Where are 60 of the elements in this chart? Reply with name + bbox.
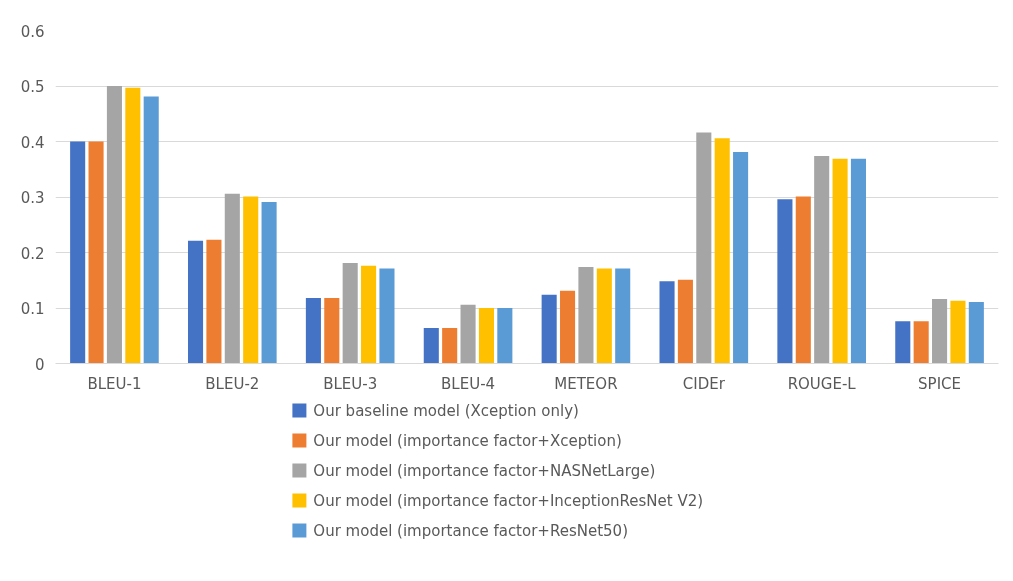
legend-label: Our baseline model (Xception only) <box>313 401 579 420</box>
bar <box>832 158 848 364</box>
y-tick-label: 0.5 <box>20 78 45 96</box>
bar <box>596 268 612 364</box>
x-tick-label: BLEU-2 <box>205 374 260 393</box>
bar <box>696 132 712 364</box>
legend-label: Our model (importance factor+NASNetLarge) <box>313 461 656 480</box>
bar <box>950 300 966 364</box>
bar <box>305 298 321 364</box>
bar <box>541 294 557 364</box>
bar <box>968 301 984 364</box>
bar <box>932 299 948 364</box>
x-tick-label: BLEU-1 <box>87 374 142 393</box>
bar <box>261 201 277 364</box>
bar <box>423 327 439 364</box>
bar <box>143 96 159 364</box>
x-tick-label: SPICE <box>918 374 962 393</box>
bar <box>659 281 675 364</box>
bar <box>714 138 730 364</box>
bar <box>733 152 749 364</box>
y-tick-label: 0 <box>34 355 45 374</box>
bar <box>460 304 476 364</box>
y-tick-label: 0.4 <box>20 133 45 152</box>
bar <box>224 193 240 364</box>
y-tick-label: 0.3 <box>20 189 45 207</box>
x-tick-label: BLEU-3 <box>323 374 378 393</box>
y-tick-label: 0.1 <box>20 300 45 318</box>
bar <box>379 268 395 364</box>
bar <box>125 87 141 364</box>
bar <box>560 290 576 364</box>
bar <box>324 298 340 364</box>
bar <box>677 279 693 364</box>
y-tick-label: 0.2 <box>20 244 45 263</box>
bar <box>795 196 811 364</box>
y-tick-label: 0.6 <box>20 22 45 41</box>
x-tick-label: ROUGE-L <box>787 374 857 393</box>
bar <box>442 327 458 364</box>
bar <box>188 240 204 364</box>
x-tick-label: BLEU-4 <box>441 374 496 393</box>
bar <box>478 308 494 364</box>
bar <box>913 321 929 364</box>
bar <box>88 141 104 364</box>
bar <box>777 199 793 364</box>
bar <box>342 263 358 364</box>
bar <box>243 196 259 364</box>
bar <box>206 239 222 364</box>
bar <box>850 158 866 364</box>
bar <box>106 86 122 364</box>
bar <box>497 308 513 364</box>
legend-label: Our model (importance factor+Xception) <box>313 431 622 450</box>
bar <box>615 268 631 364</box>
bar <box>895 321 911 364</box>
x-tick-label: CIDEr <box>682 374 726 393</box>
bar <box>70 141 86 364</box>
legend-label: Our model (importance factor+InceptionResNet V2) <box>313 491 704 510</box>
legend-label: Our model (importance factor+ResNet50) <box>313 521 628 540</box>
bar <box>578 266 594 364</box>
x-tick-label: METEOR <box>554 374 618 393</box>
bar <box>361 265 377 364</box>
bar <box>814 155 830 364</box>
